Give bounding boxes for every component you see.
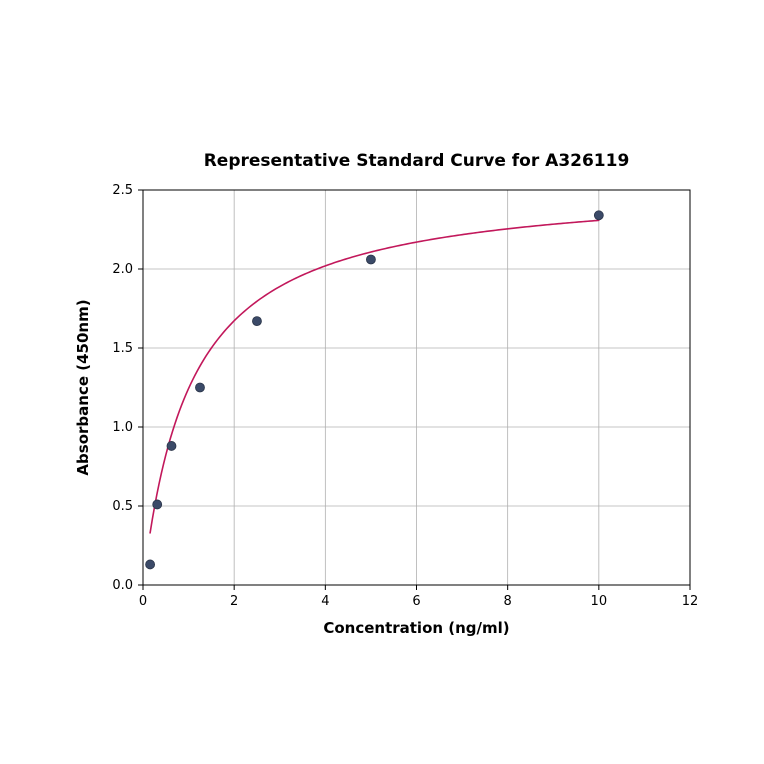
data-point (153, 500, 162, 509)
x-tick-label: 4 (321, 594, 329, 609)
data-point (594, 211, 603, 220)
y-tick-label: 2.0 (112, 262, 133, 277)
chart-container: 0 2 4 6 8 10 12 0.0 0.5 1.0 1.5 2.0 2.5 Concentration… (0, 0, 764, 764)
y-tick-label: 0.0 (112, 578, 133, 593)
x-tick-label: 6 (412, 594, 420, 609)
data-point (167, 441, 176, 450)
x-axis-label: Concentration (ng/ml) (323, 619, 509, 637)
x-tick-label: 2 (230, 594, 238, 609)
x-tick-label: 10 (591, 594, 608, 609)
data-point (195, 383, 204, 392)
y-tick-label: 0.5 (112, 499, 133, 514)
x-tick-label: 12 (682, 594, 699, 609)
chart-title: Representative Standard Curve for A32611… (204, 151, 630, 171)
data-point (366, 255, 375, 264)
data-point (146, 560, 155, 569)
x-tick-label: 0 (139, 594, 147, 609)
x-tick-label: 8 (504, 594, 512, 609)
y-tick-label: 1.0 (112, 420, 133, 435)
data-point (252, 317, 261, 326)
standard-curve-chart: 0 2 4 6 8 10 12 0.0 0.5 1.0 1.5 2.0 2.5 Concentration… (0, 0, 764, 764)
y-axis-label: Absorbance (450nm) (74, 299, 92, 475)
chart-background (0, 0, 764, 764)
y-tick-label: 2.5 (112, 183, 133, 198)
y-tick-label: 1.5 (112, 341, 133, 356)
